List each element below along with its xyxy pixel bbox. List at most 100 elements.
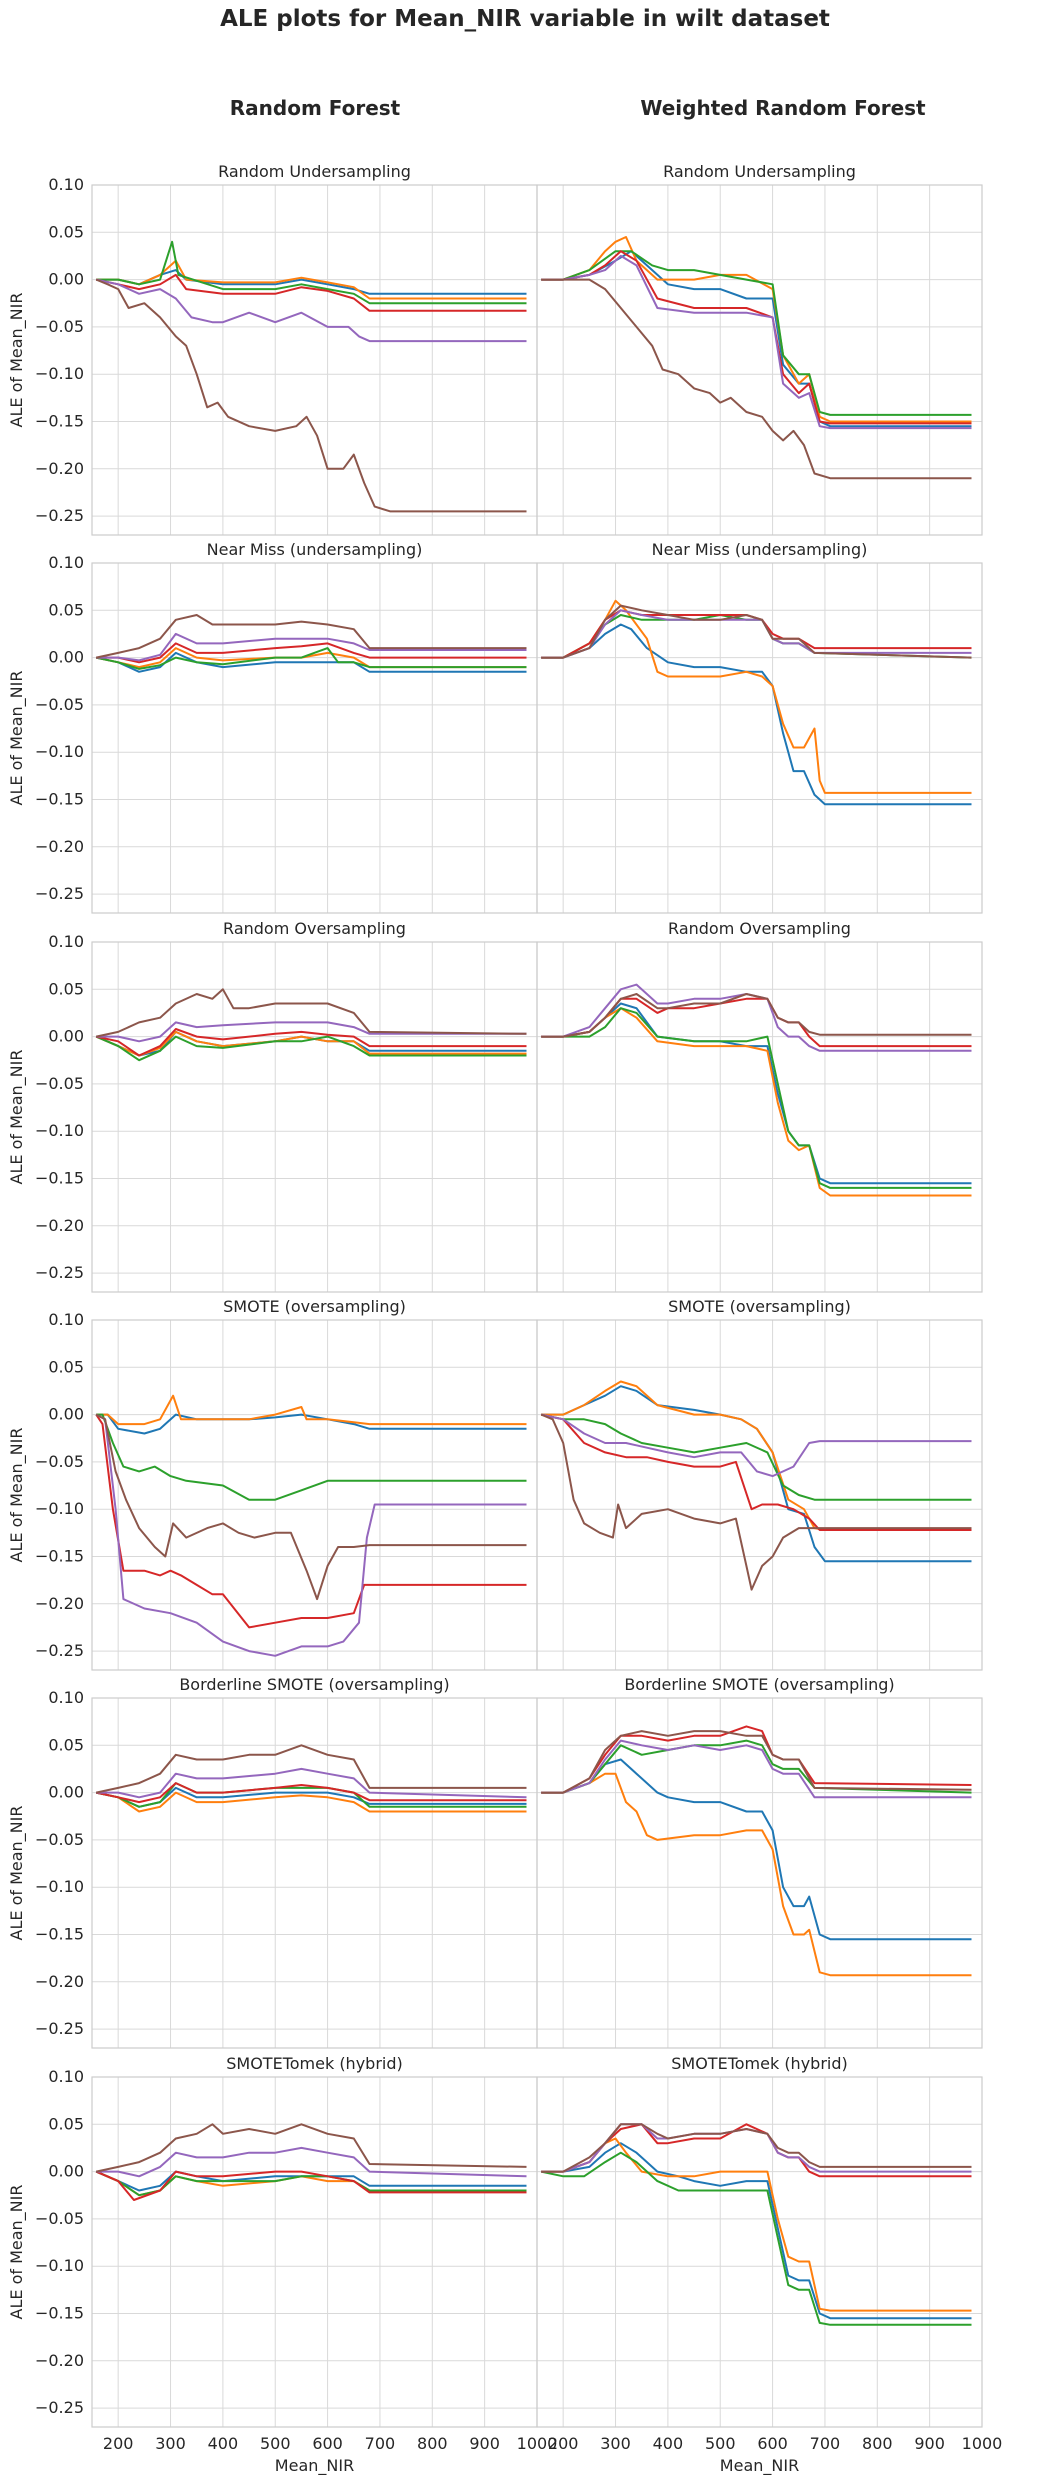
ale-series-line — [541, 993, 972, 1038]
y-tick-label: 0.10 — [48, 2067, 84, 2086]
panel-frame — [536, 184, 983, 536]
y-tick-label: −0.10 — [35, 2256, 84, 2275]
ale-series-line — [541, 1739, 972, 1794]
y-tick-label: −0.05 — [35, 1452, 84, 1471]
ale-series-line — [541, 1758, 972, 1941]
panel-title: Random Oversampling — [668, 919, 851, 938]
y-tick-label: −0.15 — [35, 1924, 84, 1943]
y-tick-label: −0.25 — [35, 1641, 84, 1660]
ale-series-line — [541, 254, 972, 430]
ale-series-line — [540, 1413, 972, 1501]
y-tick-label: 0.05 — [48, 2114, 84, 2133]
y-tick-label: −0.20 — [35, 837, 84, 856]
y-tick-label: −0.15 — [35, 789, 84, 808]
ale-panel: Near Miss (undersampling) — [536, 540, 983, 914]
panel-title: Near Miss (undersampling) — [207, 540, 423, 559]
y-tick-label: 0.05 — [48, 1735, 84, 1754]
y-tick-label: 0.00 — [48, 1405, 84, 1424]
y-tick-label: −0.25 — [35, 506, 84, 525]
ale-series-line — [95, 988, 527, 1038]
ale-series-line — [540, 1413, 972, 1531]
ale-panel: Random Undersampling 0.10 0.05 0.00 −0.05 −0.… — [7, 162, 538, 536]
y-tick-label: 0.00 — [48, 270, 84, 289]
ale-series-line — [541, 250, 972, 416]
y-tick-label: −0.05 — [35, 1074, 84, 1093]
panel-title: Random Undersampling — [663, 162, 856, 181]
ale-series-line — [96, 1767, 527, 1799]
y-tick-label: 0.05 — [48, 1357, 84, 1376]
ale-series-line — [96, 1394, 527, 1426]
ale-series-line — [541, 2137, 972, 2312]
y-tick-label: 0.00 — [48, 648, 84, 667]
ale-series-line — [541, 250, 972, 428]
y-tick-label: −0.15 — [35, 1546, 84, 1565]
x-tick-label: 300 — [155, 2434, 186, 2453]
y-tick-label: −0.05 — [35, 2209, 84, 2228]
ale-series-line — [96, 632, 527, 662]
panel-frame — [91, 184, 538, 536]
y-tick-label: −0.05 — [35, 695, 84, 714]
panel-title: Borderline SMOTE (oversampling) — [179, 1675, 449, 1694]
x-tick-label: 700 — [810, 2434, 841, 2453]
ale-series-line — [95, 273, 527, 312]
y-axis-label: ALE of Mean_NIR — [7, 671, 27, 806]
ale-series-line — [95, 614, 527, 659]
panel-title: SMOTETomek (hybrid) — [226, 2054, 403, 2073]
panel-title: SMOTE (oversampling) — [668, 1297, 851, 1316]
y-axis-label: ALE of Mean_NIR — [7, 1050, 27, 1185]
ale-series-line — [541, 250, 972, 425]
panel-frame — [91, 562, 538, 914]
ale-panel: SMOTE (oversampling) — [536, 1297, 983, 1671]
x-tick-label: 200 — [103, 2434, 134, 2453]
ale-series-line — [96, 240, 527, 305]
ale-series-line — [95, 1028, 527, 1057]
ale-series-line — [541, 1739, 972, 1799]
ale-series-line — [541, 2123, 972, 2173]
ale-series-line — [95, 2170, 527, 2201]
ale-series-line — [95, 1744, 527, 1794]
ale-series-line — [95, 647, 527, 669]
x-tick-label: 300 — [600, 2434, 631, 2453]
ale-series-line — [541, 278, 972, 480]
y-tick-label: −0.10 — [35, 1121, 84, 1140]
ale-panel: Borderline SMOTE (oversampling) — [536, 1675, 983, 2049]
ale-series-line — [95, 647, 527, 670]
y-tick-label: 0.10 — [48, 175, 84, 194]
y-tick-label: −0.20 — [35, 1594, 84, 1613]
ale-panel: SMOTETomek (hybrid) 0.10 0.05 0.00 −0.05 −0.1… — [7, 2054, 557, 2476]
panel-frame — [91, 941, 538, 1293]
ale-series-line — [541, 623, 972, 806]
y-tick-label: −0.10 — [35, 1499, 84, 1518]
x-tick-label: 500 — [260, 2434, 291, 2453]
x-tick-label: 800 — [417, 2434, 448, 2453]
ale-series-line — [95, 278, 527, 513]
x-tick-label: 800 — [862, 2434, 893, 2453]
ale-series-line — [96, 2146, 527, 2178]
panel-title: Random Oversampling — [223, 919, 406, 938]
x-tick-label: 500 — [705, 2434, 736, 2453]
panel-title: Random Undersampling — [218, 162, 411, 181]
ale-series-line — [541, 2142, 972, 2320]
y-tick-label: −0.05 — [35, 1830, 84, 1849]
ale-series-line — [95, 1414, 527, 1629]
panel-frame — [536, 1697, 983, 2049]
y-tick-label: 0.00 — [48, 2162, 84, 2181]
x-axis-label: Mean_NIR — [720, 2456, 799, 2476]
panel-frame — [536, 941, 983, 1293]
x-tick-label: 1000 — [962, 2434, 1003, 2453]
panel-frame — [536, 562, 983, 914]
column-title-weighted-random-forest: Weighted Random Forest — [640, 96, 926, 120]
y-tick-label: −0.25 — [35, 1263, 84, 1282]
ale-series-line — [541, 1002, 972, 1185]
ale-series-line — [96, 642, 527, 664]
x-tick-label: 900 — [914, 2434, 945, 2453]
y-tick-label: −0.10 — [35, 1877, 84, 1896]
ale-series-line — [541, 1007, 972, 1189]
y-tick-label: −0.15 — [35, 411, 84, 430]
ale-series-line — [541, 599, 972, 794]
y-tick-label: −0.10 — [35, 742, 84, 761]
y-tick-label: −0.15 — [35, 1168, 84, 1187]
ale-series-line — [541, 1772, 972, 1977]
ale-series-line — [540, 2151, 972, 2326]
panel-title: SMOTE (oversampling) — [223, 1297, 406, 1316]
